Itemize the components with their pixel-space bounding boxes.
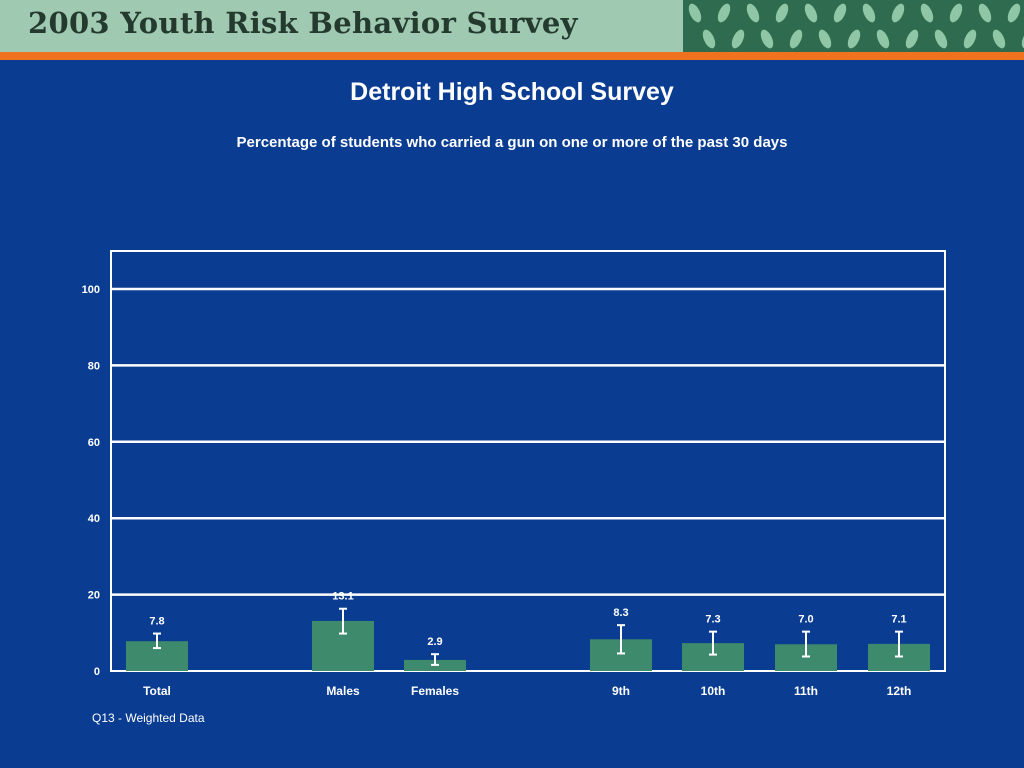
y-tick-label: 100	[82, 284, 100, 296]
orange-accent-rule	[0, 52, 1024, 60]
leaf-shape	[949, 3, 963, 23]
leaf-pattern-panel	[683, 0, 1024, 52]
leaf-shape	[717, 3, 731, 23]
data-label: 13.1	[332, 591, 353, 603]
chart-subtitle: Percentage of students who carried a gun…	[236, 134, 788, 151]
x-tick-label: 10th	[701, 684, 726, 698]
leaf-shape	[862, 3, 876, 23]
leaf-shape	[876, 29, 890, 49]
plot-frame	[110, 250, 946, 672]
x-tick-label: 9th	[612, 684, 630, 698]
leaf-shape	[1007, 3, 1021, 23]
y-tick-label: 60	[88, 437, 100, 449]
leaf-shape	[702, 29, 716, 49]
footnote: Q13 - Weighted Data	[92, 711, 205, 725]
data-label: 7.3	[705, 614, 720, 626]
leaf-shape	[760, 29, 774, 49]
leaf-shape	[978, 3, 992, 23]
leaf-shape	[992, 29, 1006, 49]
data-label: 8.3	[613, 607, 628, 619]
leaf-shape	[847, 29, 861, 49]
leaf-shape	[804, 3, 818, 23]
x-tick-label: 11th	[794, 684, 818, 698]
leaf-shape	[746, 3, 760, 23]
y-tick-label: 0	[94, 666, 100, 678]
leaf-pattern-icon	[688, 3, 1024, 49]
x-tick-label: Total	[143, 684, 171, 698]
header-banner: 2003 Youth Risk Behavior Survey	[0, 0, 1024, 52]
banner-title: 2003 Youth Risk Behavior Survey	[28, 6, 578, 40]
data-label: 7.8	[149, 616, 164, 628]
leaf-shape	[789, 29, 803, 49]
chart-title: Detroit High School Survey	[350, 78, 674, 106]
leaf-shape	[818, 29, 832, 49]
leaf-shape	[891, 3, 905, 23]
leaf-shape	[731, 29, 745, 49]
leaf-shape	[905, 29, 919, 49]
data-label: 7.1	[891, 614, 906, 626]
y-tick-label: 20	[88, 590, 100, 602]
x-tick-label: 12th	[887, 684, 912, 698]
leaf-shape	[833, 3, 847, 23]
leaf-shape	[775, 3, 789, 23]
leaf-shape	[920, 3, 934, 23]
y-tick-label: 80	[88, 360, 100, 372]
x-tick-label: Males	[326, 684, 360, 698]
x-tick-label: Females	[411, 684, 459, 698]
leaf-shape	[934, 29, 948, 49]
leaf-shape	[963, 29, 977, 49]
data-label: 7.0	[798, 614, 813, 626]
leaf-shape	[688, 3, 702, 23]
y-tick-label: 40	[88, 513, 100, 525]
data-label: 2.9	[427, 636, 442, 648]
